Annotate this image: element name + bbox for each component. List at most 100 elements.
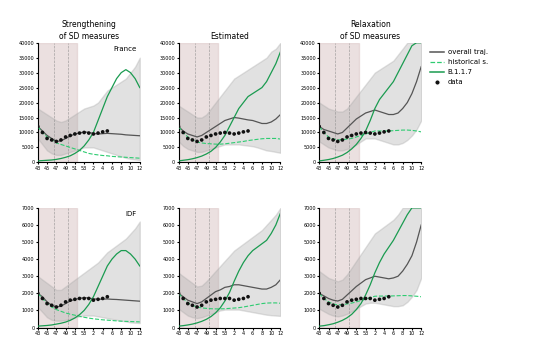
Point xyxy=(352,297,361,302)
Point xyxy=(71,131,79,137)
Point xyxy=(48,137,56,143)
Point xyxy=(220,295,229,301)
Point xyxy=(75,130,84,136)
Point xyxy=(343,299,352,305)
Point xyxy=(329,137,338,143)
Point xyxy=(57,303,65,308)
Point xyxy=(329,303,338,308)
Point xyxy=(89,131,98,137)
Point xyxy=(375,297,384,302)
Point xyxy=(52,138,60,144)
Title: Strengthening
of SD measures: Strengthening of SD measures xyxy=(59,20,119,41)
Point xyxy=(103,294,112,300)
Point xyxy=(193,304,201,310)
Point xyxy=(61,299,70,305)
Point xyxy=(216,130,225,136)
Point xyxy=(61,134,70,140)
Title: Relaxation
of SD measures: Relaxation of SD measures xyxy=(340,20,400,41)
Point xyxy=(230,131,239,137)
Point xyxy=(230,297,239,303)
Point xyxy=(80,295,89,301)
Text: IDF: IDF xyxy=(125,211,137,218)
Point xyxy=(57,137,65,143)
Point xyxy=(33,124,42,129)
Point xyxy=(384,294,393,300)
Point xyxy=(188,137,197,143)
Point xyxy=(71,297,79,302)
Point xyxy=(198,303,206,308)
Point xyxy=(352,131,361,137)
Bar xyxy=(38,43,77,162)
Point xyxy=(198,137,206,143)
Point xyxy=(220,130,229,135)
Bar xyxy=(38,208,77,328)
Point xyxy=(356,130,365,136)
Point xyxy=(43,301,51,307)
Point xyxy=(202,299,211,305)
Point xyxy=(184,136,192,141)
Point xyxy=(94,297,103,302)
Point xyxy=(384,128,393,134)
Point xyxy=(33,290,42,296)
Point xyxy=(380,295,388,301)
Text: France: France xyxy=(113,46,137,52)
Point xyxy=(94,130,103,136)
Point xyxy=(184,301,192,307)
Point xyxy=(225,130,234,136)
Point xyxy=(366,130,375,136)
Point xyxy=(38,130,47,135)
Point xyxy=(315,290,323,296)
Point xyxy=(103,128,112,134)
Point xyxy=(207,297,215,303)
Point xyxy=(48,303,56,308)
Point xyxy=(239,129,248,135)
Legend: overall traj., historical s., B.1.1.7, data: overall traj., historical s., B.1.1.7, d… xyxy=(427,46,490,88)
Point xyxy=(52,304,60,310)
Point xyxy=(66,297,75,303)
Point xyxy=(174,290,183,296)
Point xyxy=(84,295,93,301)
Point xyxy=(234,130,243,136)
Point xyxy=(361,295,370,301)
Point xyxy=(202,134,211,140)
Point xyxy=(98,129,107,135)
Point xyxy=(75,295,84,301)
Point xyxy=(84,130,93,136)
Point xyxy=(179,130,187,135)
Point xyxy=(324,136,333,141)
Point xyxy=(370,131,379,137)
Title: Estimated: Estimated xyxy=(210,32,249,41)
Point xyxy=(239,295,248,301)
Point xyxy=(244,294,252,300)
Point xyxy=(361,130,370,135)
Point xyxy=(188,303,197,308)
Bar xyxy=(179,208,218,328)
Bar xyxy=(319,43,359,162)
Point xyxy=(356,295,365,301)
Point xyxy=(234,297,243,302)
Point xyxy=(179,295,187,301)
Point xyxy=(315,124,323,129)
Point xyxy=(207,133,215,138)
Bar xyxy=(179,43,218,162)
Point xyxy=(211,297,220,302)
Point xyxy=(211,131,220,137)
Point xyxy=(98,295,107,301)
Point xyxy=(343,134,352,140)
Point xyxy=(380,129,388,135)
Point xyxy=(89,297,98,303)
Point xyxy=(375,130,384,136)
Point xyxy=(347,133,356,138)
Point xyxy=(334,138,342,144)
Point xyxy=(324,301,333,307)
Point xyxy=(66,133,75,138)
Point xyxy=(80,130,89,135)
Point xyxy=(366,295,375,301)
Point xyxy=(244,128,252,134)
Point xyxy=(320,130,328,135)
Point xyxy=(338,303,347,308)
Bar xyxy=(319,208,359,328)
Point xyxy=(225,295,234,301)
Point xyxy=(338,137,347,143)
Point xyxy=(334,304,342,310)
